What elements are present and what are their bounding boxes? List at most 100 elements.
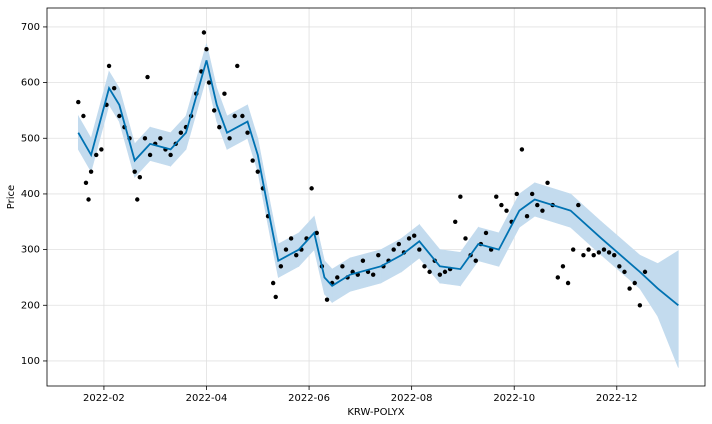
observed-point	[340, 264, 345, 269]
observed-point	[168, 152, 173, 158]
observed-point	[222, 91, 227, 96]
observed-point	[117, 113, 122, 119]
observed-point	[81, 113, 86, 119]
observed-point	[324, 297, 330, 302]
observed-point	[204, 46, 209, 52]
observed-point	[524, 214, 530, 219]
observed-point	[483, 230, 489, 236]
y-tick-label: 100	[21, 356, 40, 367]
observed-point	[283, 247, 289, 252]
x-axis-label: KRW-POLYX	[347, 407, 404, 418]
observed-point	[158, 136, 163, 141]
observed-point	[406, 236, 412, 241]
observed-point	[632, 280, 637, 286]
observed-point	[442, 269, 448, 275]
observed-point	[206, 80, 212, 85]
observed-point	[622, 269, 627, 275]
observed-point	[76, 99, 81, 105]
observed-point	[309, 186, 314, 191]
observed-point	[255, 169, 260, 174]
observed-point	[458, 194, 463, 199]
observed-point	[147, 152, 153, 158]
observed-point	[217, 124, 222, 130]
observed-point	[560, 264, 566, 269]
observed-point	[106, 63, 112, 69]
observed-point	[586, 247, 591, 252]
observed-point	[540, 208, 545, 213]
observed-point	[270, 280, 276, 286]
observed-point	[422, 264, 427, 269]
observed-point	[111, 85, 117, 91]
forecast-line	[77, 60, 679, 306]
axes-frame	[46, 7, 706, 387]
observed-point	[391, 247, 396, 252]
observed-point	[294, 252, 299, 258]
y-tick-label: 600	[21, 78, 40, 89]
observed-point	[88, 169, 94, 174]
observed-point	[135, 197, 140, 202]
observed-point	[83, 180, 89, 186]
observed-point	[278, 264, 284, 269]
y-tick-label: 400	[21, 189, 40, 200]
observed-point	[617, 264, 622, 269]
observed-point	[535, 202, 540, 208]
observed-point	[232, 113, 237, 119]
observed-point	[412, 233, 417, 238]
observed-point	[240, 113, 245, 119]
observed-point	[396, 241, 402, 247]
y-tick-label: 200	[21, 300, 40, 311]
observed-point	[201, 30, 207, 35]
y-tick-label: 700	[21, 22, 40, 33]
y-axis-label: Price	[6, 185, 17, 209]
observed-point	[142, 136, 148, 141]
observed-point	[288, 236, 294, 241]
observed-point	[370, 272, 376, 277]
x-tick-label: 2022-08	[391, 393, 433, 404]
uncertainty-band	[657, 250, 679, 368]
observed-point	[427, 269, 432, 275]
observed-point	[612, 252, 617, 258]
observed-point	[235, 63, 240, 69]
observed-point	[504, 208, 509, 213]
observed-point	[529, 191, 535, 197]
observed-point	[145, 74, 150, 80]
observed-point	[565, 280, 571, 286]
observed-point	[227, 136, 232, 141]
observed-point	[555, 275, 561, 280]
observed-point	[627, 286, 632, 291]
observed-point	[463, 236, 468, 241]
observed-point	[211, 108, 217, 113]
observed-point	[637, 303, 643, 308]
observed-point	[86, 197, 91, 202]
observed-point	[570, 247, 576, 252]
observed-point	[591, 252, 596, 258]
observed-point	[178, 130, 184, 135]
observed-point	[250, 158, 255, 163]
observed-point	[437, 272, 443, 277]
observed-point	[642, 269, 648, 275]
observed-point	[576, 202, 581, 208]
observed-point	[99, 147, 104, 152]
observed-point	[132, 169, 137, 174]
x-tick-label: 2022-06	[288, 393, 330, 404]
observed-point	[494, 194, 499, 199]
observed-point	[519, 147, 525, 152]
plot-area	[47, 8, 705, 386]
y-tick-label: 300	[21, 245, 40, 256]
observed-point	[514, 191, 519, 197]
observed-point	[473, 258, 478, 263]
observed-point	[499, 202, 504, 208]
observed-point	[545, 180, 550, 186]
observed-point	[606, 250, 612, 255]
observed-point	[376, 252, 381, 258]
observed-point	[137, 175, 143, 180]
observed-point	[581, 252, 586, 258]
x-tick-label: 2022-12	[596, 393, 638, 404]
observed-point	[335, 275, 340, 280]
y-tick-label: 500	[21, 133, 40, 144]
observed-point	[273, 294, 278, 300]
x-tick-label: 2022-04	[186, 393, 228, 404]
observed-point	[596, 250, 602, 255]
